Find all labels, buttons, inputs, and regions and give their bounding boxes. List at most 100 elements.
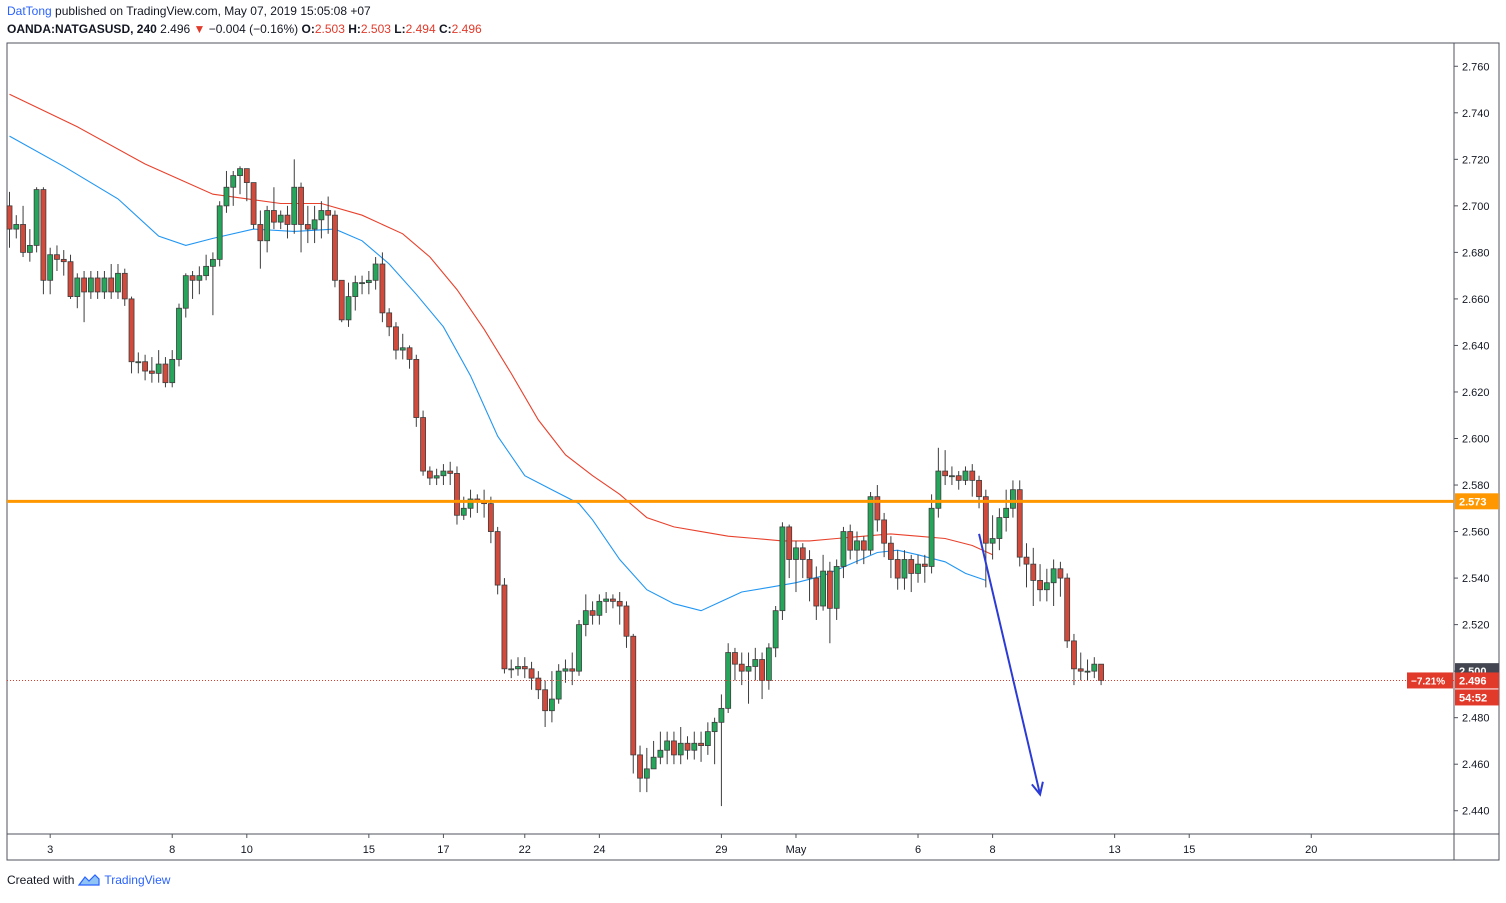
candle (962, 466, 969, 486)
candle-body (650, 756, 657, 770)
ema-slow-line (9, 93, 993, 556)
candle-body (1084, 670, 1091, 673)
candle (833, 559, 840, 620)
author-link[interactable]: DatTong (7, 4, 52, 18)
candles-group (6, 159, 1104, 807)
footer: Created with TradingView (7, 873, 170, 887)
candle (1050, 559, 1057, 607)
candle (779, 522, 786, 620)
symbol-name[interactable]: OANDA:NATGASUSD, 240 (7, 22, 157, 36)
candle-body (901, 559, 908, 579)
candle-body (745, 666, 752, 672)
candle (901, 550, 908, 590)
candle-body (623, 605, 630, 637)
candle-body (976, 479, 982, 498)
candle (81, 270, 87, 323)
candle (725, 643, 732, 714)
candle-body (949, 475, 955, 478)
candle (772, 606, 779, 658)
candle-body (908, 559, 915, 574)
candle (1064, 573, 1071, 648)
close-label: C: (438, 22, 452, 36)
candle-body (501, 584, 508, 670)
candle (813, 566, 820, 620)
candle (1023, 543, 1030, 588)
candle (264, 205, 271, 253)
candle (474, 494, 481, 513)
candle (467, 489, 474, 518)
candle-body (26, 245, 33, 253)
candle (189, 270, 196, 299)
candle (413, 354, 420, 427)
x-tick-label: 29 (715, 844, 727, 856)
candle (94, 270, 101, 299)
candle (643, 747, 650, 793)
candle (1057, 561, 1064, 597)
candle-body (969, 470, 976, 481)
candle (1016, 480, 1023, 567)
candle-body (582, 610, 589, 626)
candle-body (996, 517, 1003, 539)
candle-body (250, 182, 257, 225)
candle-body (630, 635, 637, 756)
candle (996, 508, 1003, 551)
candle (786, 524, 793, 579)
candle-body (142, 361, 149, 372)
candle-body (874, 496, 881, 521)
candle (67, 254, 74, 299)
candle (718, 694, 725, 807)
high-value: 2.503 (360, 22, 391, 36)
candle-body (867, 496, 874, 551)
candle-body (47, 254, 54, 281)
candle (87, 270, 94, 299)
candle-body (433, 475, 440, 479)
candle-body (237, 168, 243, 177)
candle-body (162, 363, 169, 384)
candle (759, 652, 765, 700)
candle (793, 540, 799, 593)
candle (345, 282, 352, 327)
candle (521, 657, 528, 679)
candle (372, 257, 379, 290)
candle-body (33, 189, 40, 246)
y-tick-label: 2.660 (1462, 294, 1490, 306)
candle-body (799, 547, 806, 560)
tradingview-logo-icon[interactable] (78, 873, 100, 887)
candle (1077, 652, 1084, 681)
candle-body (698, 742, 704, 746)
candle-body (955, 475, 962, 481)
candle (596, 594, 603, 625)
candle (365, 270, 372, 295)
candle-body (447, 470, 454, 474)
chart-frame (6, 42, 1500, 861)
candle (582, 594, 589, 637)
tradingview-brand-link[interactable]: TradingView (104, 873, 171, 887)
y-tick-label: 2.760 (1462, 61, 1490, 73)
percent-change-badge (1407, 672, 1453, 689)
candle-body (894, 559, 901, 579)
candle (501, 578, 508, 674)
candle-body (521, 666, 528, 670)
candle (976, 475, 982, 509)
candle (304, 205, 311, 244)
price-change: −0.004 (−0.16%) (208, 22, 299, 36)
candle-body (555, 670, 562, 700)
candle (420, 410, 426, 476)
candle (379, 252, 386, 323)
candle-body (454, 472, 460, 516)
candle (359, 275, 365, 295)
candle (616, 592, 623, 625)
x-tick-label: May (786, 844, 807, 856)
candle (1010, 480, 1016, 518)
candle-body (860, 540, 867, 551)
candle-body (752, 659, 759, 667)
candle (155, 350, 162, 383)
candle-body (318, 210, 325, 221)
candle (311, 205, 318, 244)
candle-body (664, 740, 671, 751)
candle-body (732, 652, 738, 665)
candle (101, 270, 108, 299)
candle (433, 468, 440, 486)
